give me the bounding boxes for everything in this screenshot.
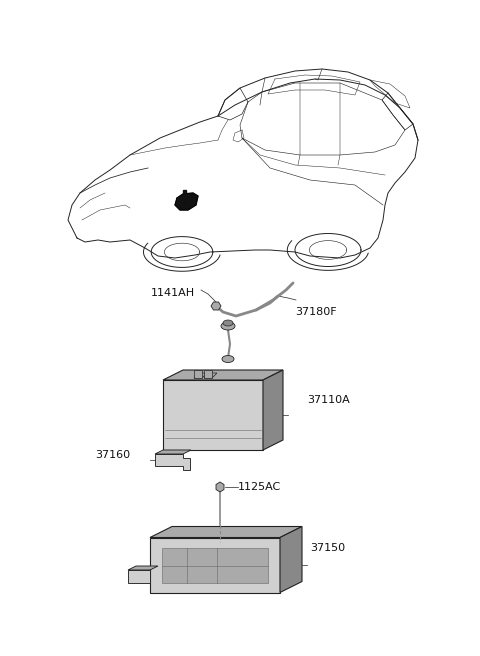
Ellipse shape: [222, 356, 234, 363]
Polygon shape: [155, 454, 190, 470]
Polygon shape: [211, 302, 221, 310]
Polygon shape: [216, 482, 224, 492]
Text: 37160: 37160: [95, 450, 130, 460]
Polygon shape: [175, 193, 198, 210]
Text: 37110A: 37110A: [307, 395, 350, 405]
Polygon shape: [163, 370, 283, 380]
Bar: [194, 370, 202, 378]
Text: 1141AH: 1141AH: [151, 288, 195, 298]
Polygon shape: [155, 450, 191, 454]
Polygon shape: [204, 373, 217, 378]
Polygon shape: [163, 380, 263, 450]
Ellipse shape: [221, 322, 235, 330]
Text: 37150: 37150: [310, 543, 345, 553]
Polygon shape: [128, 570, 150, 583]
Polygon shape: [162, 548, 268, 583]
Polygon shape: [263, 370, 283, 450]
Bar: [204, 370, 212, 378]
Polygon shape: [128, 566, 158, 570]
Ellipse shape: [223, 320, 233, 326]
Text: 37180F: 37180F: [295, 307, 336, 317]
Polygon shape: [280, 527, 302, 592]
Text: 1125AC: 1125AC: [238, 482, 281, 492]
Polygon shape: [183, 190, 186, 193]
Polygon shape: [150, 537, 280, 592]
Polygon shape: [194, 373, 207, 378]
Polygon shape: [150, 527, 302, 537]
